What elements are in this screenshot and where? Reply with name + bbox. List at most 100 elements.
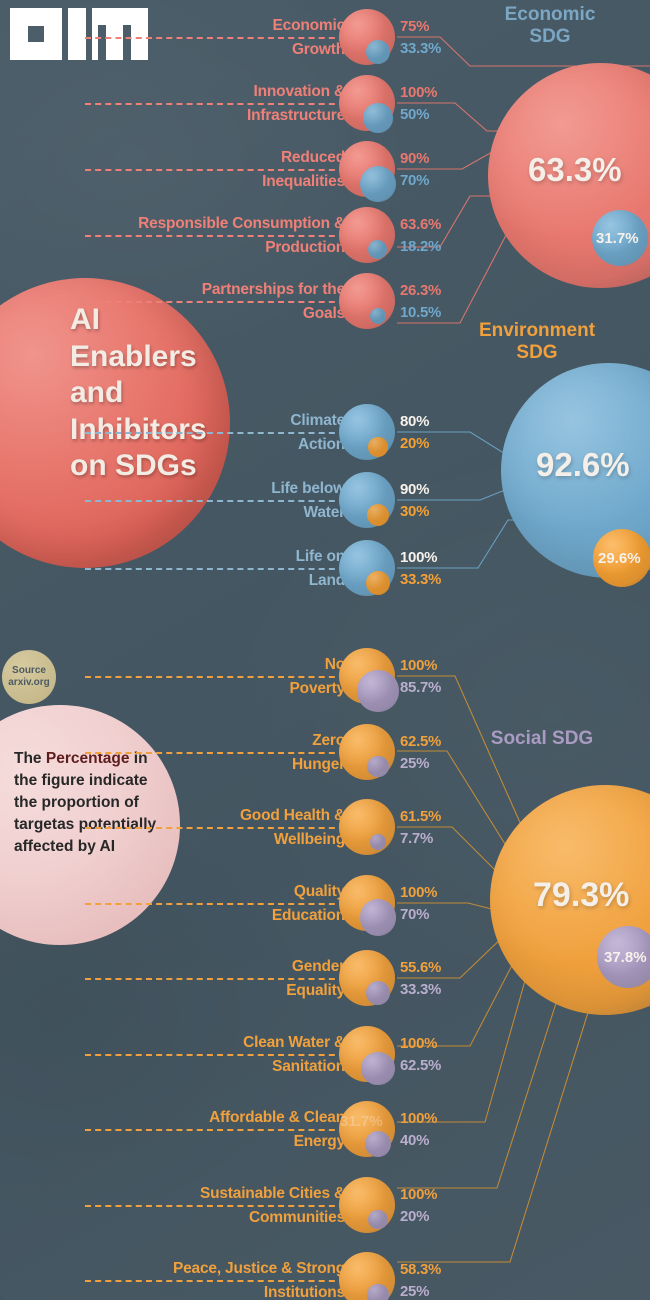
note-highlight: Percentage: [45, 750, 130, 767]
row-label: Partnerships for the Goals: [85, 281, 345, 323]
row-inner-percent: 33.3%: [400, 40, 442, 57]
row-outer-percent: 100%: [400, 549, 438, 566]
row-label: Gender Equality: [85, 958, 345, 1000]
row-label-line1: Good Health &: [85, 807, 345, 830]
row-inner-percent: 50%: [400, 106, 430, 123]
row-label-line2: Goals: [302, 305, 345, 323]
row-label: Peace, Justice & Strong Institutions: [85, 1260, 345, 1300]
row-label-line2: Communities: [249, 1208, 345, 1226]
row-outer-percent: 100%: [400, 1110, 438, 1127]
row-inner-bubble: [363, 103, 393, 133]
row-outer-percent: 61.5%: [400, 808, 442, 825]
ghost-percent-artifact: 31.7%: [340, 1113, 383, 1130]
group-header-line1: Economic: [504, 4, 596, 25]
row-inner-bubble: [368, 1209, 388, 1230]
row-outer-bubble: [339, 207, 395, 263]
row-inner-percent: 30%: [400, 503, 430, 520]
title-line-1: AI: [70, 303, 100, 336]
row-inner-bubble: [367, 755, 389, 778]
row-label-line2: Growth: [291, 41, 345, 59]
page-title: AI Enablers and Inhibitors on SDGs: [70, 302, 280, 485]
row-outer-percent: 63.6%: [400, 216, 442, 233]
row-label-line1: Responsible Consumption &: [85, 215, 345, 238]
row-inner-bubble: [359, 165, 397, 203]
row-label: Economic Growth: [85, 17, 345, 59]
row-label-line2: Water: [303, 504, 346, 522]
row-label: No Poverty: [85, 656, 345, 698]
group-header-social: Social SDG: [467, 728, 617, 750]
row-outer-bubble: [339, 273, 395, 329]
row-outer-percent: 80%: [400, 413, 430, 430]
row-label: Life on Land: [85, 548, 345, 590]
row-inner-percent: 85.7%: [400, 679, 442, 696]
row-label-line2: Institutions: [263, 1284, 345, 1300]
group-header-line2: SDG: [529, 26, 571, 48]
row-inner-bubble: [368, 240, 388, 260]
row-inner-bubble: [359, 899, 397, 936]
note-prefix: The: [14, 750, 46, 767]
row-inner-percent: 20%: [400, 1207, 430, 1225]
source-badge[interactable]: Source arxiv.org: [2, 650, 56, 704]
row-label-line1: Sustainable Cities &: [85, 1185, 345, 1207]
row-outer-percent: 55.6%: [400, 959, 442, 976]
group-header-line1: Social SDG: [490, 728, 594, 749]
row-label-line1: No: [85, 656, 345, 679]
row-inner-percent: 33.3%: [400, 981, 442, 998]
row-label: Affordable & Clean Energy: [85, 1109, 345, 1151]
row-label-line1: Life on: [85, 548, 345, 571]
row-inner-percent: 10.5%: [400, 304, 442, 321]
row-label: Climate Action: [85, 412, 345, 454]
row-label-line1: Innovation &: [85, 83, 345, 106]
row-label-line1: Climate: [85, 412, 345, 435]
row-label-line2: Production: [265, 239, 345, 257]
pim-logo: [10, 8, 148, 60]
row-label-line2: Inequalities: [262, 173, 345, 191]
row-outer-percent: 90%: [400, 150, 430, 167]
row-inner-percent: 7.7%: [400, 830, 433, 847]
row-inner-percent: 70%: [400, 905, 430, 923]
row-label-line1: Clean Water &: [85, 1034, 345, 1056]
row-label-line1: Quality: [85, 883, 345, 905]
source-label: Source: [12, 664, 46, 676]
row-label-line2: Infrastructure: [247, 107, 345, 125]
row-label: Reduced Inequalities: [85, 149, 345, 191]
row-inner-bubble: [357, 670, 399, 712]
row-label-line1: Affordable & Clean: [85, 1109, 345, 1132]
row-label-line1: Partnerships for the: [85, 281, 345, 304]
row-inner-percent: 40%: [400, 1132, 430, 1149]
row-label-line2: Wellbeing: [273, 831, 345, 849]
row-inner-percent: 25%: [400, 754, 430, 772]
row-outer-bubble: [339, 799, 395, 855]
row-inner-percent: 18.2%: [400, 238, 442, 255]
group-header-environment: Environment SDG: [462, 320, 612, 365]
title-bubble: [0, 278, 230, 568]
row-outer-percent: 100%: [400, 1034, 438, 1052]
row-label: Clean Water & Sanitation: [85, 1034, 345, 1076]
group-summary-inner-percent-social: 37.8%: [604, 949, 647, 966]
row-inner-bubble: [370, 834, 386, 850]
row-label: Life below Water: [85, 480, 346, 522]
row-label-line2: Action: [297, 436, 345, 454]
group-summary-inner-bubble-social: [597, 926, 650, 988]
row-inner-percent: 20%: [400, 435, 430, 452]
row-inner-bubble: [366, 571, 390, 595]
row-label: Good Health & Wellbeing: [85, 807, 345, 849]
title-line-2: Enablers: [70, 339, 197, 373]
group-header-line2: SDG: [516, 342, 558, 364]
row-label-line2: Sanitation: [272, 1057, 345, 1075]
group-summary-inner-bubble-environment: [593, 529, 650, 587]
group-summary-inner-bubble-economic: [592, 210, 648, 266]
row-inner-bubble: [366, 503, 390, 527]
group-summary-outer-percent-social: 79.3%: [533, 876, 630, 914]
row-inner-bubble: [366, 40, 390, 64]
group-summary-inner-percent-environment: 29.6%: [598, 550, 641, 567]
group-header-line1: Environment: [478, 320, 596, 341]
group-summary-inner-percent-economic: 31.7%: [596, 230, 639, 247]
row-outer-percent: 90%: [400, 481, 430, 498]
row-inner-bubble: [369, 307, 387, 325]
row-inner-bubble: [366, 981, 390, 1005]
row-inner-percent: 62.5%: [400, 1056, 442, 1074]
source-url: arxiv.org: [8, 677, 50, 688]
group-summary-outer-percent-economic: 63.3%: [528, 151, 622, 188]
row-outer-percent: 100%: [400, 883, 438, 901]
